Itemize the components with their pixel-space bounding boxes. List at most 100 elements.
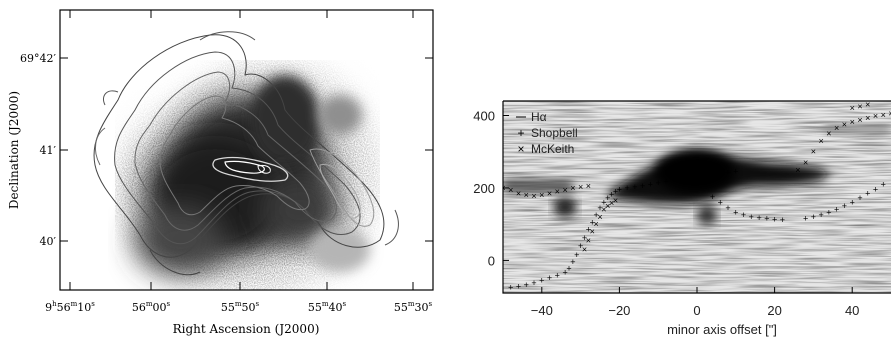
mckeith-point: × xyxy=(865,100,870,110)
shopbell-point: + xyxy=(733,208,738,218)
shopbell-point: + xyxy=(834,205,839,215)
shopbell-point: + xyxy=(508,283,513,293)
shopbell-point: + xyxy=(632,182,637,192)
shopbell-point: + xyxy=(597,203,602,213)
mckeith-point: × xyxy=(795,165,800,175)
dec-tick-label-2: 41′ xyxy=(40,144,57,157)
mckeith-point: × xyxy=(562,185,567,195)
sky-map-figure: 9h56m10s 56m00s 55m50s 55m40s 55m30s 69°… xyxy=(7,9,434,336)
shopbell-point: + xyxy=(826,208,831,218)
mckeith-point: × xyxy=(888,108,891,118)
shopbell-point: + xyxy=(640,181,645,191)
ra-axis-label: Right Ascension (J2000) xyxy=(173,322,320,336)
pv-x-tick-label: 0 xyxy=(693,303,700,318)
shopbell-point: + xyxy=(819,210,824,220)
shopbell-point: + xyxy=(663,176,668,186)
mckeith-point: × xyxy=(850,103,855,113)
shopbell-point: + xyxy=(710,192,715,202)
shopbell-point: + xyxy=(609,189,614,199)
mckeith-point: × xyxy=(834,123,839,133)
sky-map-panel: 9h56m10s 56m00s 55m50s 55m40s 55m30s 69°… xyxy=(0,0,445,342)
mckeith-point: × xyxy=(586,181,591,191)
shopbell-point: + xyxy=(694,171,699,181)
ra-tick-label-5: 55m30s xyxy=(394,300,433,314)
legend-mckeith-marker: × xyxy=(517,142,524,156)
shopbell-point: + xyxy=(857,193,862,203)
pv-y-tick-label: 200 xyxy=(473,181,495,196)
mckeith-point: × xyxy=(570,183,575,193)
legend-mckeith-label: McKeith xyxy=(531,142,574,156)
shopbell-point: + xyxy=(593,210,598,220)
shopbell-point: + xyxy=(842,201,847,211)
shopbell-point: + xyxy=(772,214,777,224)
shopbell-point: + xyxy=(516,281,521,291)
legend-shopbell-marker: + xyxy=(517,126,524,140)
shopbell-point: + xyxy=(578,241,583,251)
shopbell-point: + xyxy=(671,175,676,185)
pv-x-tick-label: 20 xyxy=(767,303,781,318)
shopbell-point: + xyxy=(648,179,653,189)
shopbell-point: + xyxy=(586,225,591,235)
shopbell-point: + xyxy=(570,257,575,267)
mckeith-point: × xyxy=(881,110,886,120)
shopbell-point: + xyxy=(547,273,552,283)
pv-y-tick-label: 0 xyxy=(488,253,495,268)
pv-diagram-panel: + + + + + + + + + + + + + + + + + + + + + + + + + + + + + + + + + + + + + + + +… xyxy=(445,0,891,342)
pv-legend: Hα + Shopbell × McKeith xyxy=(516,110,578,156)
shopbell-point: + xyxy=(531,278,536,288)
shopbell-point: + xyxy=(539,275,544,285)
shopbell-point: + xyxy=(873,184,878,194)
ra-tick-label-2: 56m00s xyxy=(132,300,171,314)
legend-shopbell-label: Shopbell xyxy=(531,126,578,140)
mckeith-point: × xyxy=(609,198,614,208)
shopbell-point: + xyxy=(718,197,723,207)
mckeith-point: × xyxy=(601,205,606,215)
shopbell-point: + xyxy=(749,212,754,222)
shopbell-point: + xyxy=(566,263,571,273)
mckeith-point: × xyxy=(819,136,824,146)
shopbell-point: + xyxy=(710,169,715,179)
shopbell-point: + xyxy=(687,172,692,182)
shopbell-point: + xyxy=(605,193,610,203)
shopbell-point: + xyxy=(780,215,785,225)
mckeith-point: × xyxy=(857,101,862,111)
mckeith-point: × xyxy=(850,117,855,127)
mckeith-point: × xyxy=(539,190,544,200)
shopbell-point: + xyxy=(733,167,738,177)
pv-x-tick-label: −20 xyxy=(608,303,630,318)
shopbell-point: + xyxy=(725,203,730,213)
shopbell-point: + xyxy=(590,217,595,227)
mckeith-point: × xyxy=(508,185,513,195)
pv-greyscale-image xyxy=(503,101,891,293)
shopbell-point: + xyxy=(601,197,606,207)
shopbell-point: + xyxy=(803,214,808,224)
mckeith-point: × xyxy=(590,226,595,236)
shopbell-point: + xyxy=(865,189,870,199)
mckeith-point: × xyxy=(593,219,598,229)
mckeith-point: × xyxy=(865,113,870,123)
mckeith-point: × xyxy=(516,188,521,198)
pv-y-tick-label: 400 xyxy=(473,108,495,123)
mckeith-point: × xyxy=(597,212,602,222)
mckeith-point: × xyxy=(524,190,529,200)
pv-x-tick-label: 40 xyxy=(845,303,859,318)
ra-tick-label-1: 9h56m10s xyxy=(45,300,95,314)
mckeith-point: × xyxy=(547,188,552,198)
shopbell-point: + xyxy=(725,167,730,177)
mckeith-point: × xyxy=(555,187,560,197)
contour-overlay xyxy=(93,31,399,276)
shopbell-point: + xyxy=(756,213,761,223)
shopbell-point: + xyxy=(679,174,684,184)
mckeith-point: × xyxy=(586,235,591,245)
mckeith-point: × xyxy=(803,158,808,168)
mckeith-point: × xyxy=(873,111,878,121)
mckeith-point: × xyxy=(842,120,847,130)
pv-diagram-chart: + + + + + + + +++++++++++++++ + + + + + + + + + + + + + + ++++… xyxy=(473,100,891,337)
shopbell-point: + xyxy=(741,210,746,220)
shopbell-point: + xyxy=(555,271,560,281)
shopbell-point: + xyxy=(625,183,630,193)
shopbell-point: + xyxy=(617,184,622,194)
shopbell-point: + xyxy=(702,170,707,180)
pv-axes-frame xyxy=(502,100,891,294)
